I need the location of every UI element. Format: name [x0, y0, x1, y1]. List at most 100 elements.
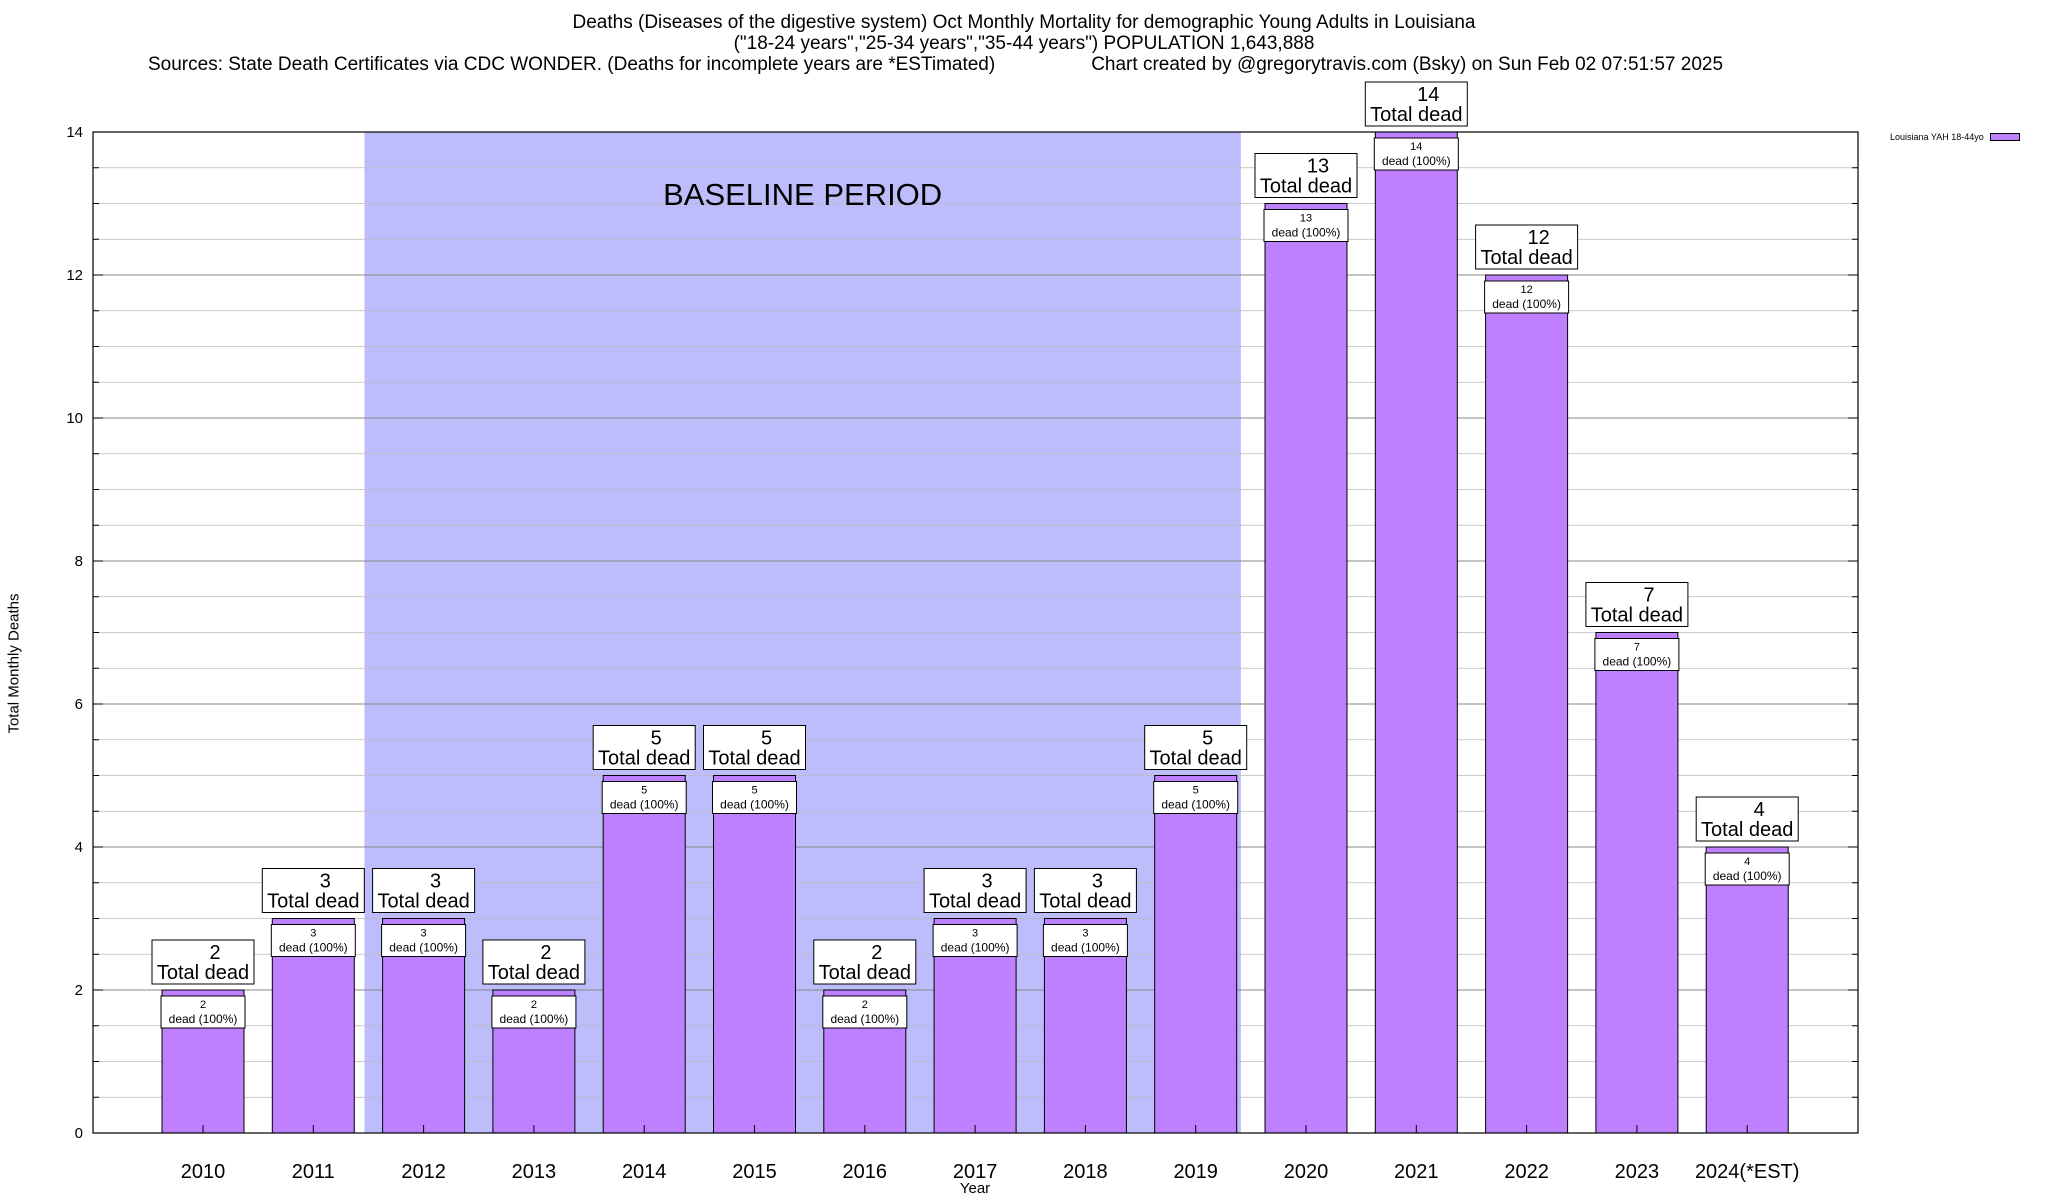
chart-title: Deaths (Diseases of the digestive system… [572, 12, 1476, 33]
bar-inner-percent: dead (100%) [500, 1012, 569, 1026]
y-tick-label: 4 [75, 839, 83, 856]
bar-inner-label-box [712, 781, 797, 814]
bar-inner-count: 12 [1520, 284, 1532, 296]
bar-inner-percent: dead (100%) [1272, 226, 1341, 240]
x-tick-label: 2015 [732, 1161, 777, 1183]
bar [1154, 775, 1238, 1134]
y-tick-label: 10 [66, 410, 83, 427]
x-tick-label: 2011 [292, 1161, 335, 1183]
x-tick-label: 2012 [401, 1161, 446, 1183]
bar-inner-label-box [1042, 924, 1128, 957]
bar [602, 775, 686, 1134]
bar-total-label-box [1364, 81, 1468, 127]
bar-inner-label-box [160, 995, 246, 1029]
bar-total-count: 7 [1643, 585, 1654, 607]
y-axis-label: Total Monthly Deaths [5, 593, 23, 734]
bar-total-label-box [813, 939, 917, 985]
bar-total-count: 5 [1202, 728, 1213, 750]
bar-inner-label-box [601, 781, 687, 814]
bar-inner-percent: dead (100%) [279, 941, 348, 955]
bar-total-label-box [482, 939, 586, 985]
chart-credit: Chart created by @gregorytravis.com (Bsk… [1091, 54, 1724, 75]
bar-total-label: Total dead [1480, 247, 1572, 269]
bar-inner-count: 2 [862, 999, 868, 1011]
bar-total-count: 12 [1527, 227, 1549, 249]
bar-total-count: 3 [982, 871, 993, 893]
bar-total-label-box [1144, 725, 1248, 770]
chart-sources-line: Sources: State Death Certificates via CD… [0, 54, 2048, 75]
bar [1264, 203, 1348, 1134]
plot-frame [92, 131, 1859, 1134]
legend: Louisiana YAH 18-44yo [1890, 132, 2020, 142]
x-tick-label: 2016 [843, 1161, 888, 1183]
bar-total-label-box [1475, 224, 1579, 270]
bar-total-label: Total dead [267, 891, 359, 913]
bar-total-count: 3 [320, 871, 331, 893]
bar-inner-percent: dead (100%) [1382, 154, 1451, 168]
bar-inner-label-box [1594, 638, 1680, 671]
bar-inner-percent: dead (100%) [720, 798, 789, 812]
legend-swatch [1989, 133, 2020, 141]
bar-inner-percent: dead (100%) [830, 1012, 899, 1026]
bar-inner-label-box [822, 995, 908, 1029]
bar-inner-label-box [1484, 280, 1570, 314]
bar-inner-percent: dead (100%) [610, 798, 679, 812]
bar-total-count: 4 [1754, 799, 1765, 821]
legend-label: Louisiana YAH 18-44yo [1890, 132, 1984, 142]
bar-total-count: 14 [1417, 84, 1439, 106]
bar-total-label: Total dead [598, 748, 690, 770]
x-tick-label: 2010 [181, 1161, 226, 1183]
bar-inner-percent: dead (100%) [1492, 297, 1561, 311]
bar-inner-count: 14 [1410, 141, 1422, 153]
bar-inner-count: 3 [972, 928, 978, 940]
bar-total-label-box [1033, 868, 1137, 913]
bar-inner-count: 3 [1082, 928, 1088, 940]
bar [1705, 846, 1789, 1134]
bar-total-count: 3 [430, 871, 441, 893]
bar-total-count: 2 [871, 942, 882, 964]
bar-total-label: Total dead [708, 748, 800, 770]
chart-sources: Sources: State Death Certificates via CD… [148, 54, 996, 75]
bar-total-label-box [1254, 153, 1358, 198]
bar-inner-percent: dead (100%) [1051, 941, 1120, 955]
bar [1485, 274, 1569, 1134]
bar-inner-label-box [270, 924, 356, 957]
bar-total-count: 2 [540, 942, 551, 964]
y-tick-label: 2 [75, 982, 83, 999]
bar-inner-label-box [381, 924, 467, 957]
bar-total-label-box [703, 725, 806, 770]
bar-total-count: 13 [1307, 156, 1329, 178]
baseline-annotation: BASELINE PERIOD [663, 177, 942, 212]
bar-total-count: 5 [651, 728, 662, 750]
bar-inner-count: 2 [200, 999, 206, 1011]
bar-inner-percent: dead (100%) [1713, 869, 1782, 883]
bar-total-label-box [1695, 796, 1799, 842]
bar-inner-count: 3 [421, 928, 427, 940]
bar-total-label: Total dead [1039, 891, 1131, 913]
bar-inner-percent: dead (100%) [1603, 655, 1672, 669]
bar-total-label: Total dead [157, 962, 249, 984]
bar-inner-label-box [1373, 137, 1459, 171]
bar-inner-label-box [932, 924, 1018, 957]
bar-total-label: Total dead [377, 891, 469, 913]
bar-total-count: 3 [1092, 871, 1103, 893]
bar-total-label-box [923, 868, 1027, 913]
y-tick-label: 0 [75, 1125, 83, 1142]
chart-subtitle: ("18-24 years","25-34 years","35-44 year… [733, 33, 1315, 54]
bar-total-label-box [1585, 582, 1689, 627]
x-tick-label: 2014 [622, 1161, 667, 1183]
bar-total-label: Total dead [1370, 104, 1462, 126]
bar-total-label-box [261, 868, 365, 913]
y-tick-label: 6 [75, 696, 83, 713]
bar-total-label-box [151, 939, 255, 985]
bar-inner-label-box [1263, 209, 1349, 242]
bar-inner-count: 13 [1300, 213, 1312, 225]
bar-total-label: Total dead [929, 891, 1021, 913]
bar-total-label: Total dead [819, 962, 911, 984]
bar-inner-count: 5 [1193, 785, 1199, 797]
bar-total-label: Total dead [1591, 605, 1683, 627]
y-tick-label: 8 [75, 553, 83, 570]
x-tick-label: 2013 [512, 1161, 557, 1183]
x-tick-label: 2022 [1504, 1161, 1549, 1183]
